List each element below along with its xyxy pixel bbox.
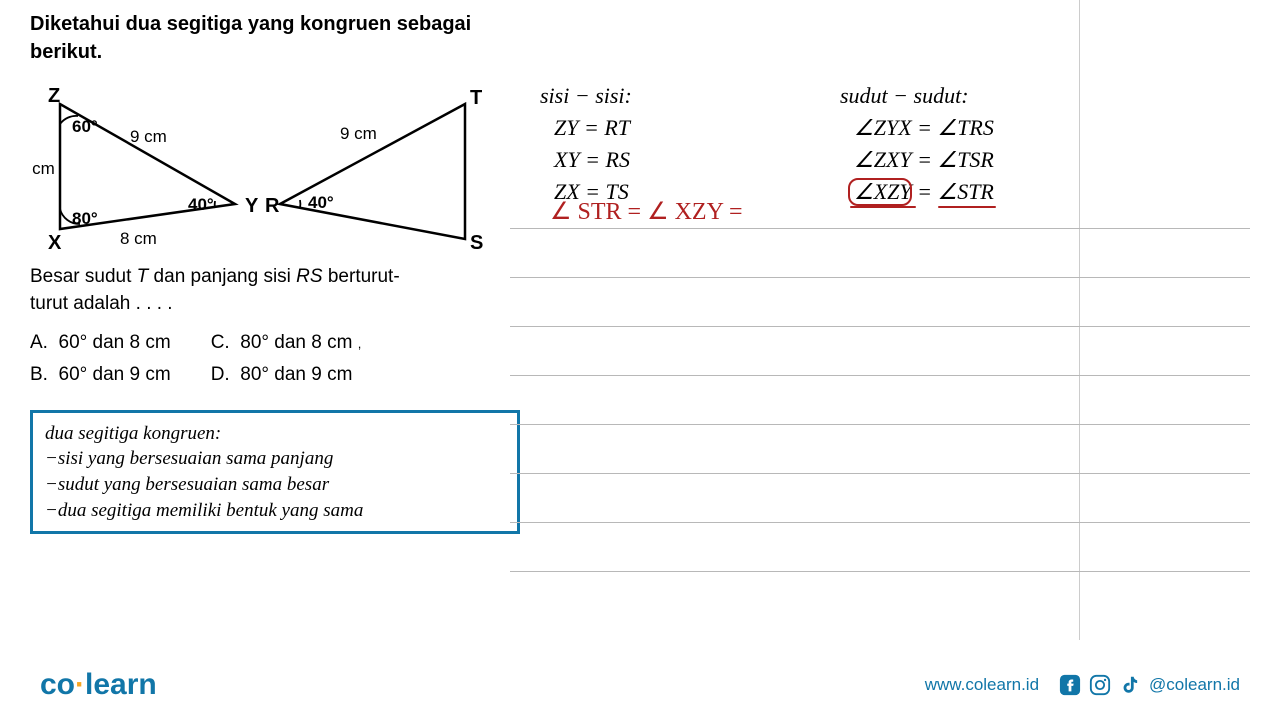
svg-text:Z: Z [48,85,60,107]
sudut-header: sudut − sudut: [840,80,994,112]
svg-text:40°: 40° [188,195,214,214]
footer: co·learn www.colearn.id @colearn.id [0,650,1280,720]
svg-text:9 cm: 9 cm [340,124,377,143]
ruled-lines [510,180,1250,572]
svg-text:R: R [265,195,280,217]
footer-right: www.colearn.id @colearn.id [925,674,1240,696]
answer-options: A. 60° dan 8 cm B. 60° dan 9 cm C. 80° d… [30,327,510,392]
left-column: Diketahui dua segitiga yang kongruen seb… [30,10,510,534]
tiktok-icon [1119,674,1141,696]
social-icons: @colearn.id [1059,674,1240,696]
footer-url: www.colearn.id [925,675,1039,695]
svg-text:80°: 80° [72,209,98,228]
sisi-line-2: XY = RS [540,144,632,176]
option-d: D. 80° dan 9 cm [211,359,362,391]
svg-text:8 cm: 8 cm [120,229,157,248]
sisi-column: sisi − sisi: ZY = RT XY = RS ZX = TS [540,80,632,208]
red-underline-2 [938,206,996,208]
content-area: Diketahui dua segitiga yang kongruen seb… [0,0,1280,534]
red-circle-annotation [848,178,912,206]
sudut-line-2: ∠ZXY = ∠TSR [840,144,994,176]
note-line-1: −sisi yang bersesuaian sama panjang [45,446,505,472]
footer-handle: @colearn.id [1149,675,1240,695]
sisi-line-1: ZY = RT [540,112,632,144]
svg-text:T: T [470,87,482,109]
handwritten-equation: ∠ STR = ∠ XZY = [550,197,743,226]
red-underline-1 [850,206,916,208]
option-a: A. 60° dan 8 cm [30,327,171,359]
note-box: dua segitiga kongruen: −sisi yang berses… [30,410,520,535]
facebook-icon [1059,674,1081,696]
svg-text:6 cm: 6 cm [30,159,55,178]
svg-text:60°: 60° [72,117,98,136]
sudut-line-3: ∠XZY = ∠STR [840,176,994,208]
question-text: Besar sudut T dan panjang sisi RS bertur… [30,264,510,317]
problem-title: Diketahui dua segitiga yang kongruen seb… [30,10,510,66]
note-line-3: −dua segitiga memiliki bentuk yang sama [45,498,505,524]
work-area: sisi − sisi: ZY = RT XY = RS ZX = TS sud… [510,10,1250,534]
svg-text:Y: Y [245,195,259,217]
sisi-header: sisi − sisi: [540,80,632,112]
option-c: C. 80° dan 8 cm , [211,327,362,359]
instagram-icon [1089,674,1111,696]
svg-text:S: S [470,232,483,254]
triangles-diagram: Z X Y 60° 80° 40° 9 cm 6 cm 8 cm R T S [30,74,490,254]
note-title: dua segitiga kongruen: [45,421,505,447]
option-b: B. 60° dan 9 cm [30,359,171,391]
sudut-line-1: ∠ZYX = ∠TRS [840,112,994,144]
sudut-column: sudut − sudut: ∠ZYX = ∠TRS ∠ZXY = ∠TSR ∠… [840,80,994,208]
colearn-logo: co·learn [40,668,157,702]
svg-text:40°: 40° [308,193,334,212]
svg-text:X: X [48,232,62,254]
svg-text:9 cm: 9 cm [130,127,167,146]
note-line-2: −sudut yang bersesuaian sama besar [45,472,505,498]
